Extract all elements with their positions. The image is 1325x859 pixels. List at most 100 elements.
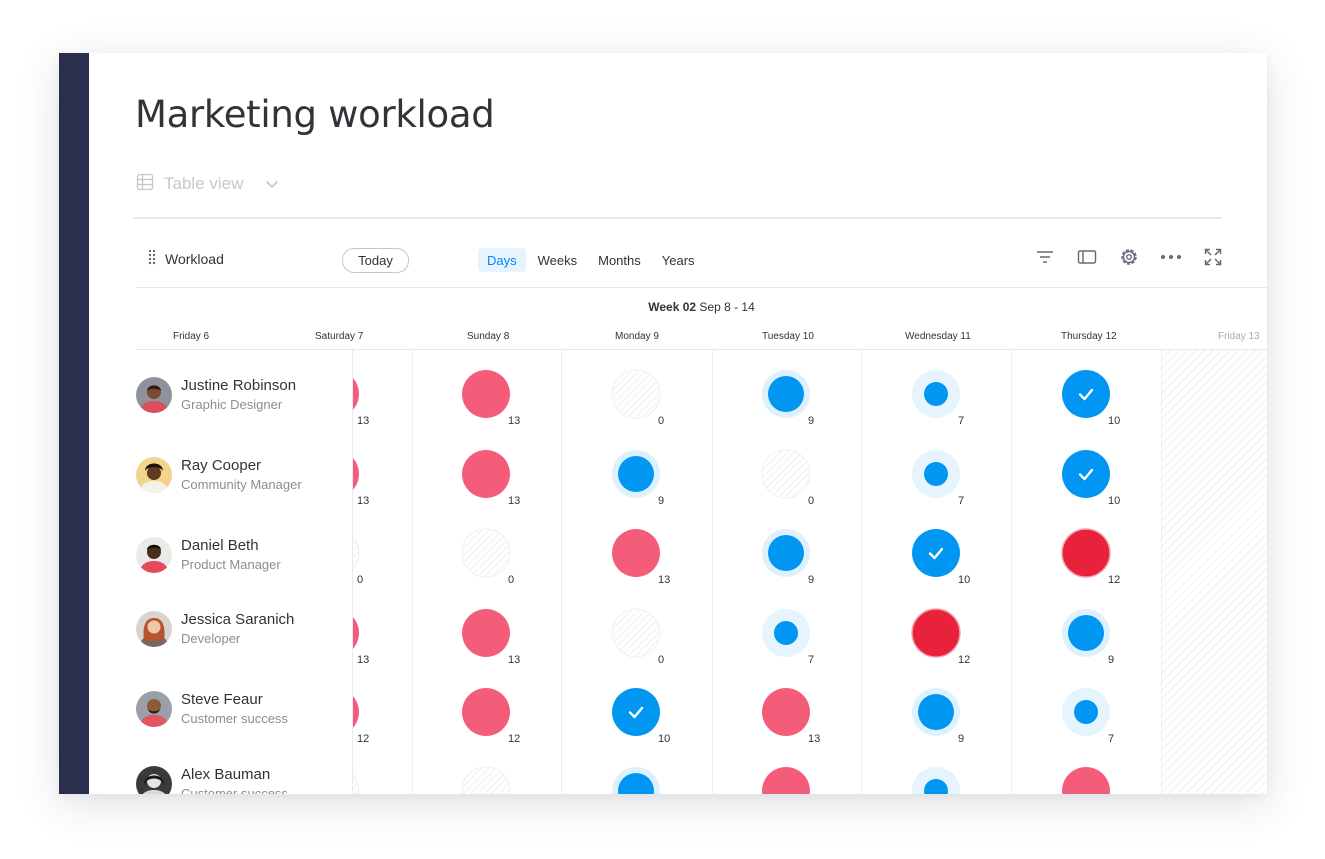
settings-icon[interactable] <box>1117 245 1141 269</box>
person-role: Graphic Designer <box>181 397 283 412</box>
workload-cell[interactable]: 13 <box>416 605 556 666</box>
workload-bubble <box>758 763 814 794</box>
workload-bubble <box>458 446 514 507</box>
avatar[interactable] <box>136 766 172 794</box>
workload-value: 10 <box>958 574 971 586</box>
widget-tools <box>1033 245 1243 269</box>
workload-value: 0 <box>508 574 515 586</box>
today-button[interactable]: Today <box>342 248 409 273</box>
workload-cell[interactable]: 9 <box>1016 605 1156 666</box>
workload-cell[interactable]: 13 <box>566 525 706 586</box>
workload-cell[interactable]: 12 <box>866 605 1006 666</box>
day-header: Thursday 12 <box>1061 331 1117 342</box>
side-panel-icon[interactable] <box>1075 245 1099 269</box>
workload-value: 9 <box>808 574 815 586</box>
workload-cell[interactable]: 0 <box>716 446 856 507</box>
workload-cell[interactable] <box>566 763 706 794</box>
avatar[interactable] <box>136 537 172 573</box>
avatar[interactable] <box>136 611 172 647</box>
workload-cell[interactable]: 12 <box>1016 525 1156 586</box>
workload-cell[interactable]: 10 <box>566 684 706 745</box>
workload-bubble <box>758 366 814 427</box>
person-row[interactable]: Ray Cooper Community Manager <box>136 457 352 507</box>
people-panel: Justine Robinson Graphic Designer Ray Co… <box>136 350 353 794</box>
workload-bubble <box>908 684 964 745</box>
person-row[interactable]: Jessica Saranich Developer <box>136 611 352 661</box>
workload-cell[interactable]: 7 <box>866 446 1006 507</box>
person-row[interactable]: Alex Bauman Customer success <box>136 766 352 794</box>
workload-cell[interactable]: 9 <box>716 366 856 427</box>
workload-value: 12 <box>1108 574 1121 586</box>
chevron-down-icon[interactable] <box>265 174 279 194</box>
tab-years[interactable]: Years <box>661 252 695 268</box>
person-name: Jessica Saranich <box>181 611 295 628</box>
avatar[interactable] <box>136 457 172 493</box>
workload-cell[interactable]: 10 <box>866 525 1006 586</box>
person-role: Customer success <box>181 786 288 794</box>
column-divider <box>712 350 713 794</box>
workload-value: 13 <box>508 415 521 427</box>
workload-cell[interactable]: 7 <box>866 366 1006 427</box>
workload-value: 0 <box>808 495 815 507</box>
workload-cell[interactable] <box>716 763 856 794</box>
workload-cell[interactable]: 13 <box>716 684 856 745</box>
tab-days[interactable]: Days <box>478 248 526 272</box>
workload-bubble <box>758 525 814 586</box>
workload-bubble <box>458 763 514 794</box>
avatar[interactable] <box>136 377 172 413</box>
tab-months[interactable]: Months <box>598 252 641 268</box>
person-row[interactable]: Justine Robinson Graphic Designer <box>136 377 352 427</box>
workload-value: 13 <box>357 495 370 507</box>
workload-bubble <box>608 763 664 794</box>
workload-bubble <box>608 525 664 586</box>
workload-bubble <box>908 366 964 427</box>
view-selector[interactable]: Table view <box>136 171 279 197</box>
workload-bubble <box>608 605 664 666</box>
workload-bubble <box>458 684 514 745</box>
person-name: Justine Robinson <box>181 377 297 394</box>
workload-cell[interactable]: 9 <box>866 684 1006 745</box>
day-header: Wednesday 11 <box>905 331 971 342</box>
tab-weeks[interactable]: Weeks <box>537 252 578 268</box>
drag-handle-icon[interactable] <box>147 249 157 268</box>
fullscreen-icon[interactable] <box>1201 245 1225 269</box>
workload-bubble <box>908 525 964 586</box>
workload-value: 0 <box>658 415 665 427</box>
person-role: Customer success <box>181 711 288 726</box>
workload-value: 12 <box>508 733 521 745</box>
workload-cell[interactable]: 7 <box>1016 684 1156 745</box>
workload-cell[interactable]: 0 <box>416 525 556 586</box>
workload-bubble <box>908 763 964 794</box>
widget-title: Workload <box>147 249 224 268</box>
person-row[interactable]: Daniel Beth Product Manager <box>136 537 352 587</box>
workload-bubble <box>758 605 814 666</box>
workload-cell[interactable]: 12 <box>416 684 556 745</box>
workload-cell[interactable]: 9 <box>716 525 856 586</box>
workload-bubble <box>758 684 814 745</box>
workload-cell[interactable] <box>416 763 556 794</box>
day-header: Monday 9 <box>615 331 659 342</box>
more-options-icon[interactable] <box>1159 245 1183 269</box>
workload-board: Marketing workload Table view Workload T… <box>59 53 1267 794</box>
workload-cell[interactable] <box>866 763 1006 794</box>
workload-cell[interactable]: 0 <box>566 605 706 666</box>
workload-cell[interactable]: 10 <box>1016 366 1156 427</box>
workload-cell[interactable] <box>1016 763 1156 794</box>
workload-value: 13 <box>357 654 370 666</box>
filter-icon[interactable] <box>1033 245 1057 269</box>
workload-bubble <box>1058 525 1114 586</box>
workload-cell[interactable]: 0 <box>566 366 706 427</box>
workload-value: 9 <box>658 495 665 507</box>
avatar[interactable] <box>136 691 172 727</box>
workload-value: 7 <box>1108 733 1115 745</box>
workload-cell[interactable]: 9 <box>566 446 706 507</box>
workload-bubble <box>458 366 514 427</box>
workload-bubble <box>1058 605 1114 666</box>
person-row[interactable]: Steve Feaur Customer success <box>136 691 352 741</box>
workload-cell[interactable]: 10 <box>1016 446 1156 507</box>
workload-cell[interactable]: 13 <box>416 446 556 507</box>
person-role: Developer <box>181 631 241 646</box>
workload-cell[interactable]: 13 <box>416 366 556 427</box>
workload-cell[interactable]: 7 <box>716 605 856 666</box>
workload-value: 13 <box>808 733 821 745</box>
